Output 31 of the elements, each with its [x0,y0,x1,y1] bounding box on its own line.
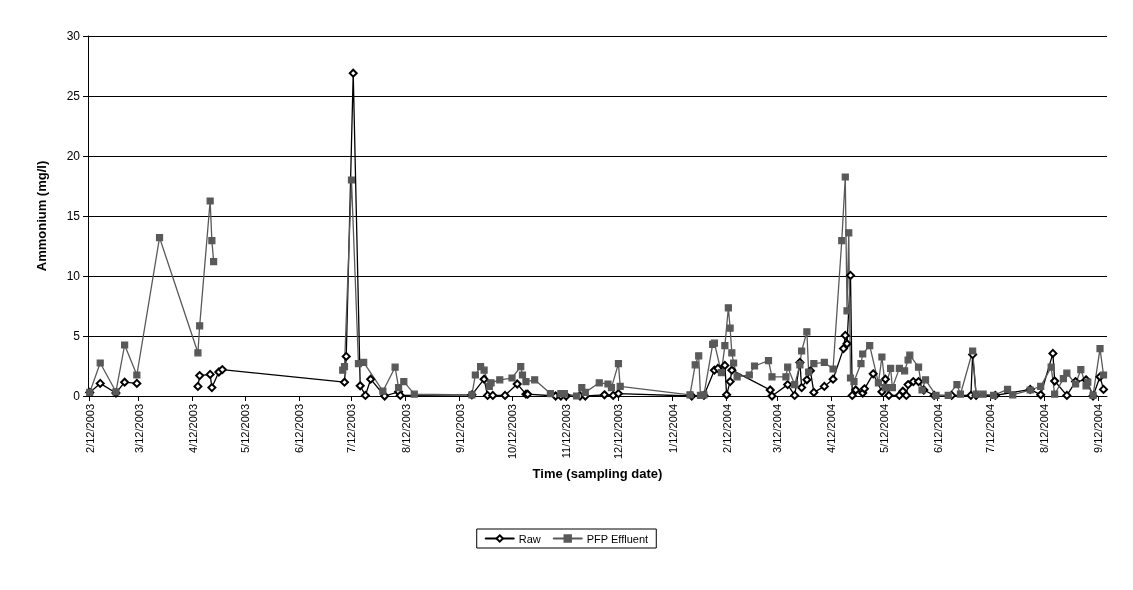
x-tick-label: 8/12/2003 [399,404,412,453]
x-tick-label: 3/12/2004 [771,404,784,453]
x-tick-label: 11/12/2003 [560,404,573,459]
legend-label: Raw [518,532,541,545]
x-tick-label: 5/12/2003 [239,404,252,453]
y-tick-label: 5 [73,329,81,343]
x-tick-label: 10/12/2003 [506,404,518,460]
y-axis-title: Ammonium (mg/l) [34,160,49,272]
x-tick-label: 7/12/2004 [984,404,997,453]
x-tick-label: 5/12/2004 [877,404,890,453]
x-tick-label: 9/12/2004 [1092,404,1105,453]
y-tick-label: 15 [66,209,81,223]
x-tick-label: 4/12/2003 [186,404,199,453]
x-tick-label: 2/12/2003 [83,404,96,453]
y-tick-label: 20 [66,149,81,163]
x-tick-label: 7/12/2003 [345,404,358,453]
x-tick-label: 4/12/2004 [825,404,838,453]
x-tick-label: 12/12/2003 [612,404,625,460]
y-tick-label: 0 [73,389,81,403]
y-tick-label: 10 [66,269,81,283]
y-tick-label: 30 [66,29,81,43]
x-tick-label: 8/12/2004 [1038,404,1051,453]
x-tick-label: 1/12/2004 [666,404,679,453]
x-tick-label: 9/12/2003 [453,404,466,453]
x-axis-title: Time (sampling date) [532,465,663,481]
x-tick-label: 6/12/2003 [293,404,306,453]
y-tick-label: 25 [66,89,81,103]
x-tick-label: 2/12/2004 [720,404,733,453]
x-tick-label: 6/12/2004 [931,404,944,453]
x-tick-label: 3/12/2003 [132,404,145,453]
legend-label: PFP Effluent [586,532,649,545]
